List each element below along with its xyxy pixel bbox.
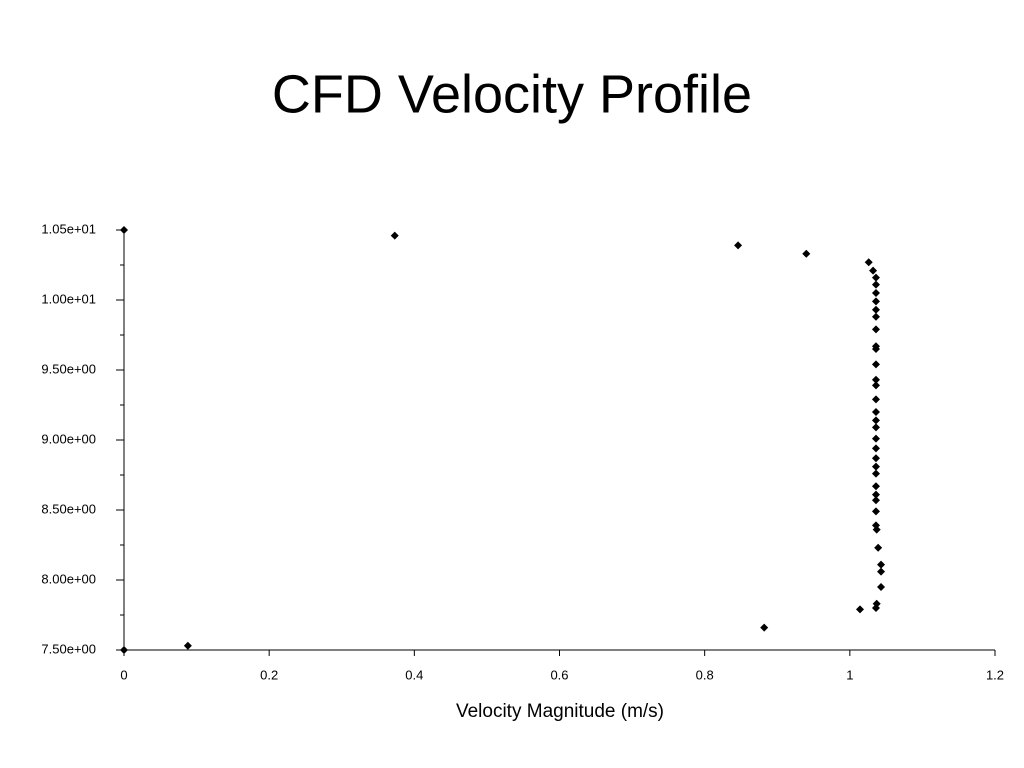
point (869, 266, 878, 275)
point (871, 360, 880, 369)
point (871, 444, 880, 453)
chart-title: CFD Velocity Profile (272, 64, 752, 124)
point (871, 345, 880, 353)
x-tick-label: 0.8 (696, 667, 714, 682)
x-tick-label: 0.4 (405, 667, 423, 682)
x-tick-label: 0.6 (550, 667, 568, 682)
point (871, 289, 880, 297)
point (183, 641, 192, 650)
x-tick-label: 0 (120, 667, 127, 682)
point (871, 434, 880, 443)
point (871, 381, 880, 390)
point (877, 583, 886, 591)
point (871, 312, 880, 321)
point (877, 567, 886, 576)
point (871, 482, 880, 491)
point (871, 408, 880, 416)
point (871, 395, 880, 404)
point (871, 280, 880, 289)
x-tick-label: 1.2 (986, 667, 1004, 682)
y-tick-label: 8.50e+00 (41, 501, 96, 516)
point (874, 543, 883, 552)
x-tick-label: 0.2 (260, 667, 278, 682)
x-axis-label: Velocity Magnitude (m/s) (456, 701, 664, 722)
point (871, 416, 880, 425)
point (864, 258, 873, 267)
point (871, 469, 880, 478)
point (877, 560, 886, 569)
point (871, 462, 880, 471)
y-tick-label: 1.05e+01 (41, 221, 96, 236)
point (802, 249, 811, 258)
y-tick-label: 1.00e+01 (41, 291, 96, 306)
point (390, 231, 399, 240)
point (871, 496, 880, 505)
point (734, 241, 743, 250)
point (871, 490, 880, 499)
point (871, 273, 880, 282)
point (120, 226, 128, 234)
point (855, 605, 864, 614)
point (871, 325, 880, 334)
point (871, 604, 880, 612)
y-tick-label: 9.50e+00 (41, 361, 96, 376)
point (871, 297, 880, 306)
point (871, 507, 880, 516)
y-tick-label: 8.00e+00 (41, 571, 96, 586)
x-tick-label: 1 (846, 667, 853, 682)
point (871, 423, 880, 432)
point (120, 646, 128, 654)
point (871, 305, 880, 314)
point (760, 623, 769, 632)
point (871, 375, 880, 384)
point (872, 525, 881, 534)
y-tick-label: 9.00e+00 (41, 431, 96, 446)
point (871, 454, 880, 463)
y-tick-label: 7.50e+00 (41, 641, 96, 656)
